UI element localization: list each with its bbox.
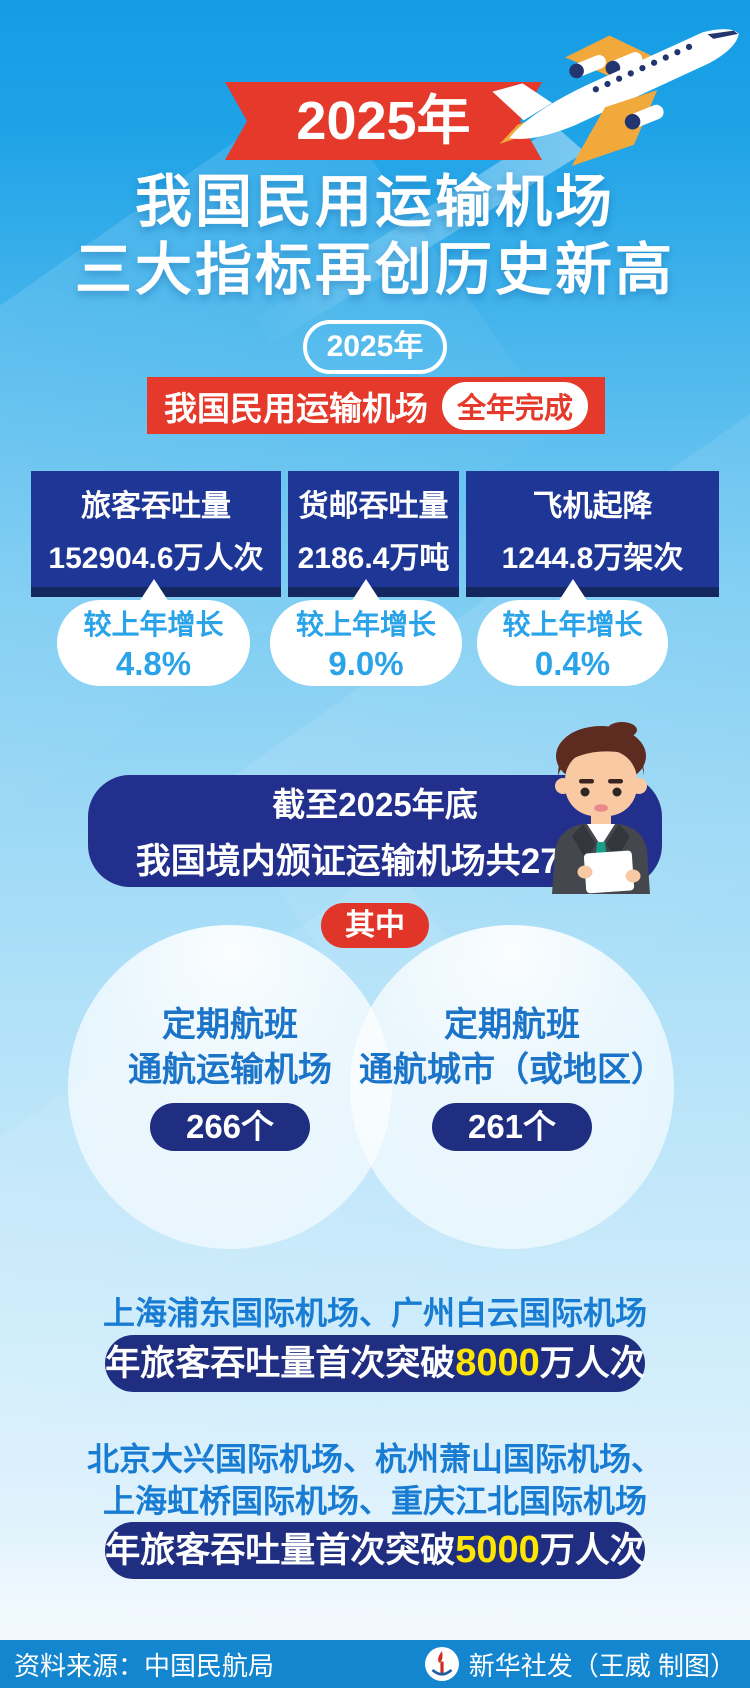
growth-label: 较上年增长: [83, 609, 224, 640]
stat-value: 152904.6万人次: [48, 542, 264, 575]
milestone-number: 8000: [455, 1342, 540, 1384]
milestone1-airports: 上海浦东国际机场、广州白云国际机场: [102, 1295, 647, 1331]
milestone-prefix: 年旅客吞吐量首次突破: [105, 1531, 456, 1570]
milestone-number: 5000: [455, 1529, 540, 1571]
ribbon-year-label: 2025年: [296, 91, 471, 151]
summary-line1: 截至2025年底: [272, 786, 478, 823]
stat-value: 2186.4万吨: [297, 542, 450, 575]
circle-count-badge: 261个: [431, 1103, 593, 1151]
milestone2-airports-line1: 北京大兴国际机场、杭州萧山国际机场、: [86, 1441, 663, 1477]
year-ribbon: 2025年: [225, 82, 542, 160]
growth-bubble-cargo: 较上年增长 9.0%: [270, 579, 462, 686]
milestone1-bar: 年旅客吞吐量首次突破8000万人次: [105, 1335, 645, 1392]
milestone2-airports-line2: 上海虹桥国际机场、重庆江北国际机场: [102, 1483, 647, 1519]
credit-label: 新华社发（王威 制图）: [468, 1650, 736, 1681]
circle-line1: 定期航班: [162, 1006, 298, 1044]
among-badge: 其中: [321, 903, 429, 948]
intro-label: 我国民用运输机场: [163, 389, 428, 427]
stat-label: 货邮吞吐量: [298, 490, 449, 523]
circle-scheduled-airports: 定期航班 通航运输机场 266个: [68, 925, 392, 1249]
stat-label: 飞机起降: [532, 490, 653, 523]
stat-value: 1244.8万架次: [501, 542, 684, 575]
stat-box-takeoffs: 飞机起降 1244.8万架次: [466, 471, 719, 597]
growth-bubble-takeoffs: 较上年增长 0.4%: [477, 579, 668, 686]
businessman-icon: [552, 722, 650, 894]
stat-label: 旅客吞吐量: [81, 490, 231, 523]
circle-line2: 通航城市（或地区）: [359, 1051, 665, 1089]
summary-line2: 我国境内颁证运输机场共270个: [135, 842, 615, 881]
milestone2-bar: 年旅客吞吐量首次突破5000万人次: [105, 1522, 645, 1579]
milestone-prefix: 年旅客吞吐量首次突破: [105, 1344, 456, 1383]
airplane-icon: [492, 29, 739, 167]
year-pill: 2025年: [303, 320, 447, 374]
intro-bar: 我国民用运输机场 全年完成: [147, 377, 605, 434]
growth-value: 4.8%: [115, 645, 192, 682]
main-title-line2: 三大指标再创历史新高: [75, 238, 675, 302]
growth-label: 较上年增长: [295, 609, 436, 640]
circle-scheduled-cities: 定期航班 通航城市（或地区） 261个: [350, 925, 674, 1249]
footer-bar: 资料来源：中国民航局 新华社发（王威 制图）: [0, 1640, 750, 1688]
circle-line2: 通航运输机场: [128, 1051, 332, 1089]
milestone-suffix: 万人次: [539, 1531, 645, 1570]
growth-bubble-passenger: 较上年增长 4.8%: [57, 579, 250, 686]
growth-value: 0.4%: [534, 645, 611, 682]
milestone-suffix: 万人次: [539, 1344, 645, 1383]
circle-count-badge: 266个: [149, 1103, 311, 1151]
circle-line1: 定期航班: [444, 1006, 580, 1044]
intro-badge: 全年完成: [441, 381, 588, 430]
growth-value: 9.0%: [328, 645, 404, 682]
data-source-label: 资料来源：中国民航局: [14, 1650, 275, 1681]
growth-label: 较上年增长: [502, 609, 643, 640]
stat-box-cargo: 货邮吞吐量 2186.4万吨: [288, 471, 459, 597]
main-title-line1: 我国民用运输机场: [135, 170, 615, 234]
xinhua-logo-icon: [424, 1647, 459, 1681]
